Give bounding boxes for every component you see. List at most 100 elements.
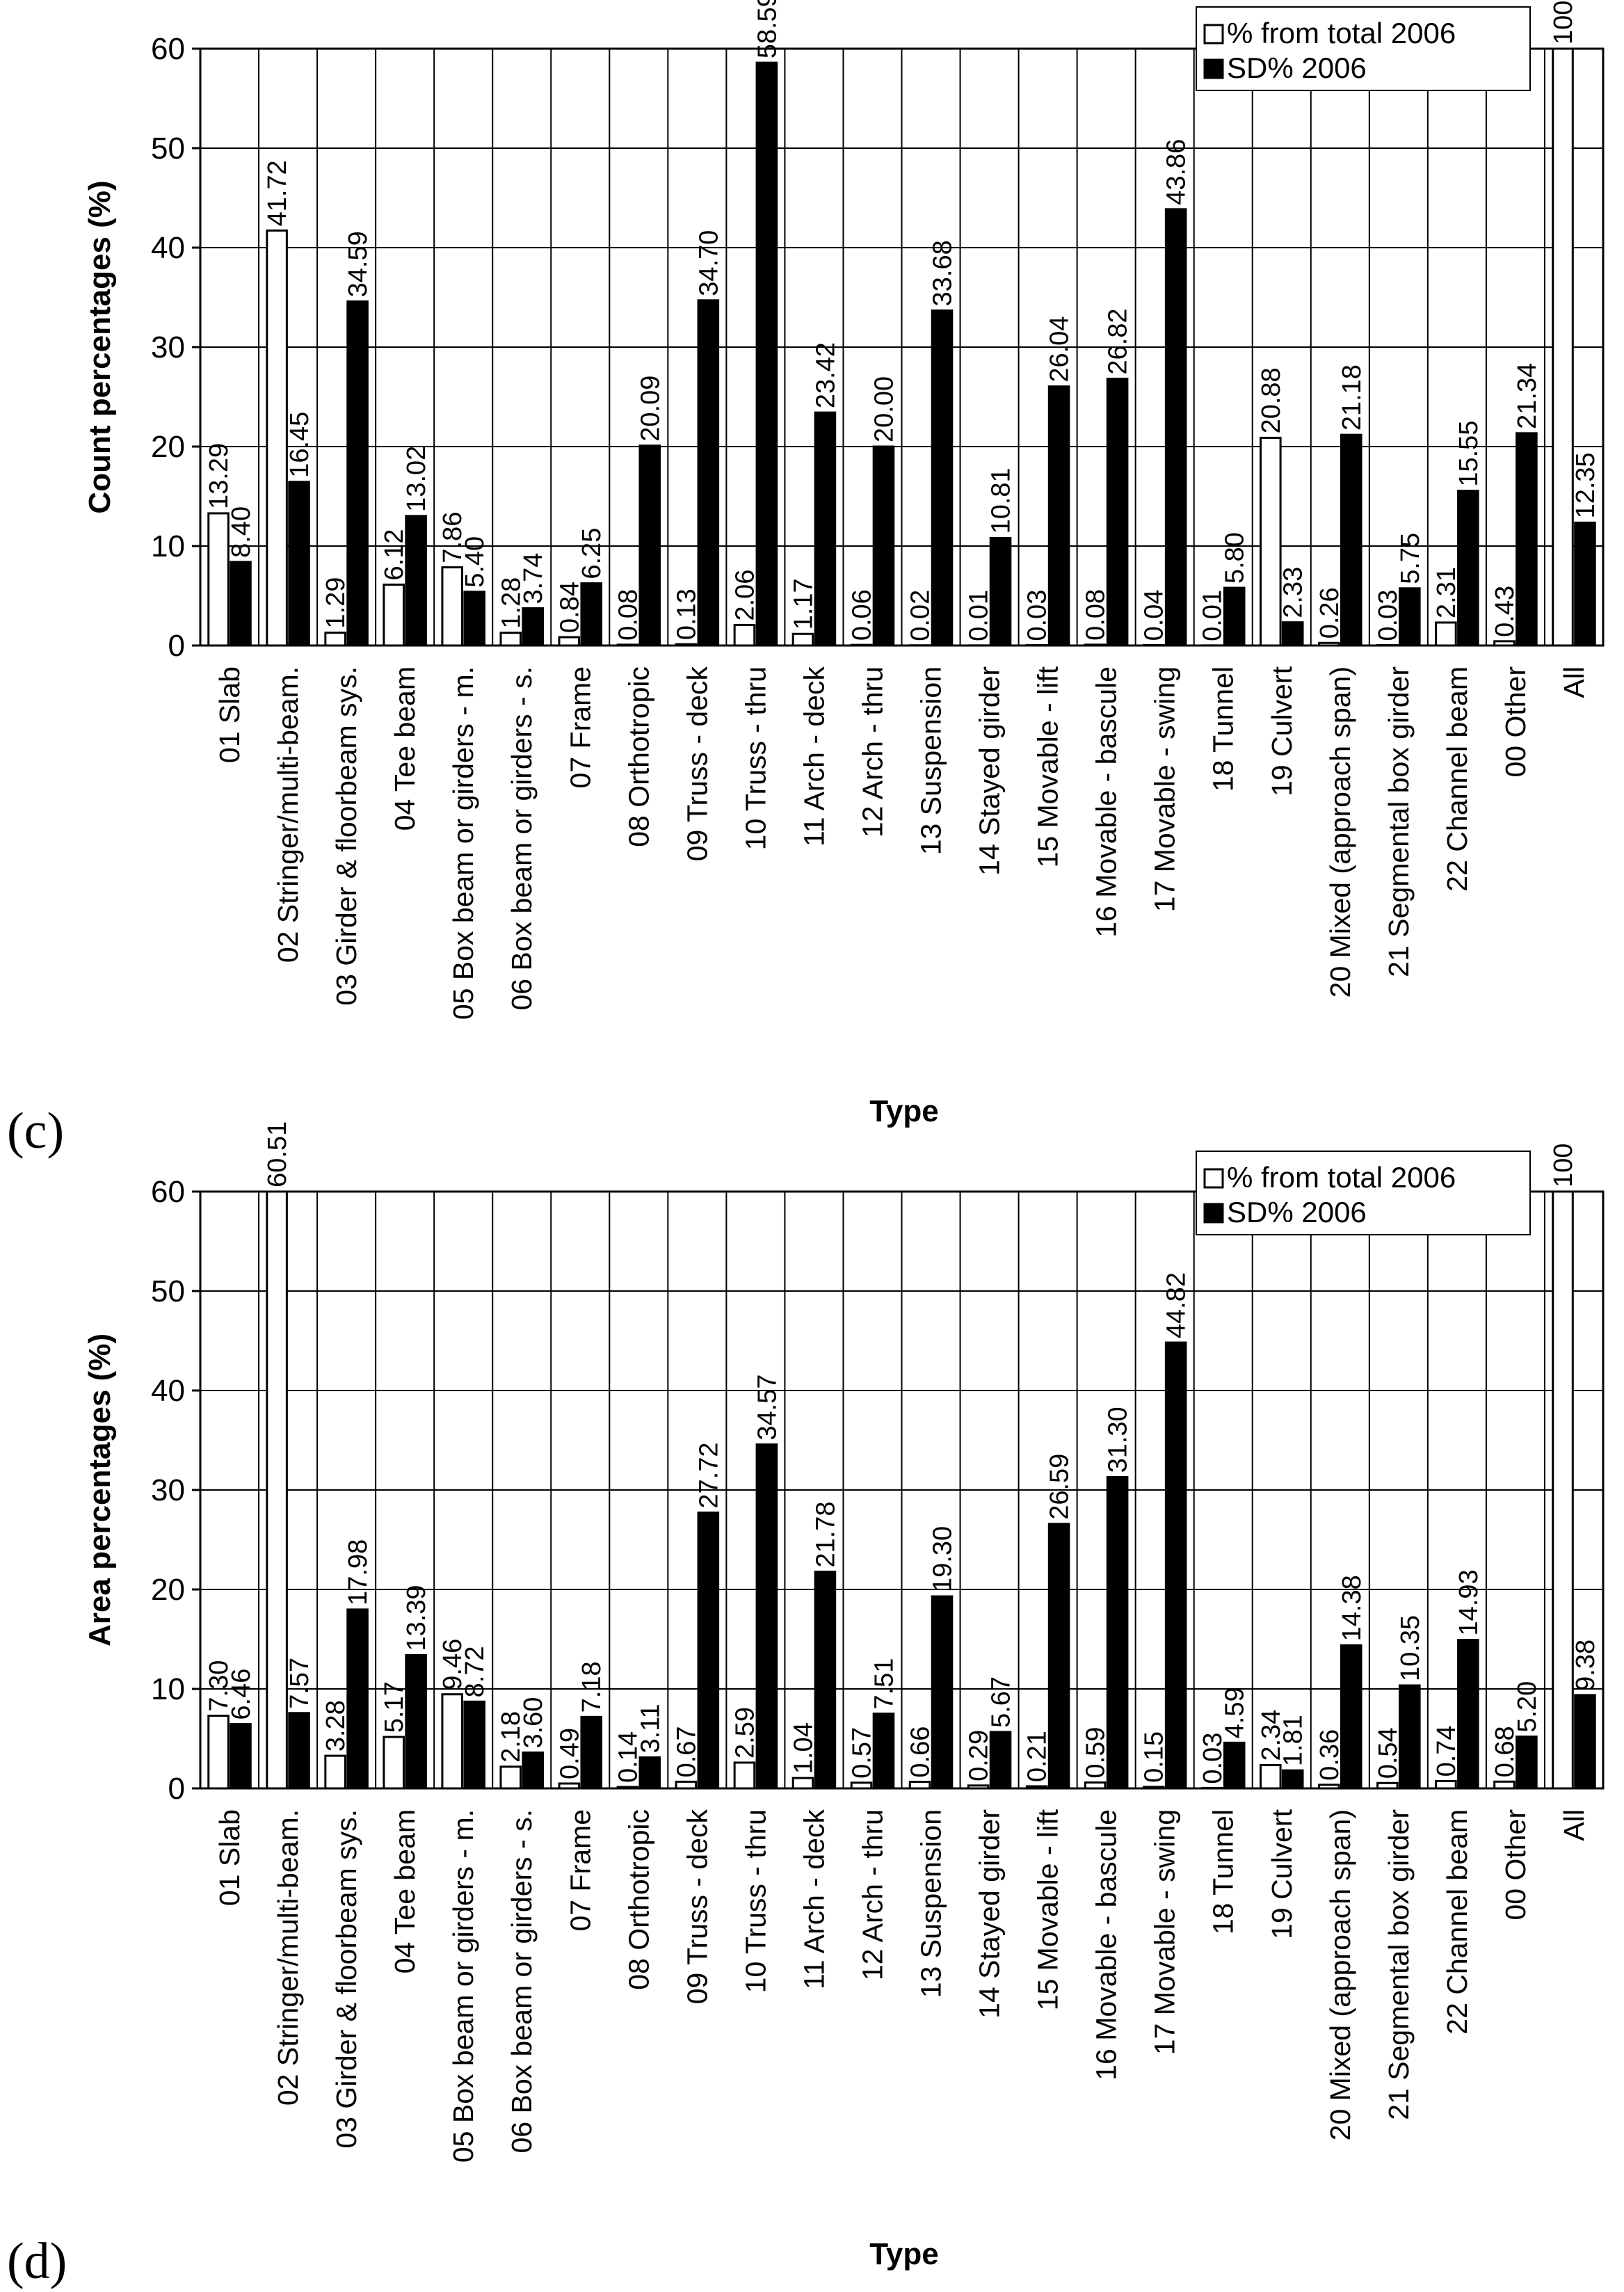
bar-sd-percent xyxy=(288,481,310,647)
bar-sd-percent xyxy=(580,1715,603,1790)
bar-total-share xyxy=(1493,1780,1516,1790)
data-label: 0.03 xyxy=(1198,1733,1228,1784)
data-label: 14.93 xyxy=(1454,1569,1484,1635)
data-label: 0.36 xyxy=(1315,1729,1344,1781)
data-label: 0.57 xyxy=(848,1727,877,1779)
x-category-label: All xyxy=(1558,1809,1590,1841)
x-category-label: 00 Other xyxy=(1500,1809,1531,1921)
bar-total-share xyxy=(1552,47,1574,647)
x-category-label: 12 Arch - thru xyxy=(856,1809,888,1980)
y-tick-label: 0 xyxy=(168,1772,185,1806)
x-category-label: 17 Movable - swing xyxy=(1149,666,1181,912)
x-category-label: 19 Culvert xyxy=(1266,1809,1298,1939)
chart-panel-c: 0 10 20 30 40 50 60 13.29 41.72 1.29 6.12 7.86 1.28 0… xyxy=(7,0,1605,1160)
x-category-label: 18 Tunnel xyxy=(1207,666,1239,792)
x-category-label: 21 Segmental box girder xyxy=(1383,666,1415,977)
y-tick-label: 40 xyxy=(151,231,185,265)
data-label: 0.06 xyxy=(848,589,877,641)
data-label: 20.09 xyxy=(636,376,665,442)
x-category-label: 07 Frame xyxy=(564,1809,596,1931)
data-label: 0.03 xyxy=(1023,590,1052,641)
bar-sd-percent xyxy=(230,561,252,647)
bar-sd-percent xyxy=(697,1512,720,1790)
data-label: 21.18 xyxy=(1337,364,1367,431)
data-label: 0.02 xyxy=(906,590,935,641)
data-label: 2.18 xyxy=(497,1711,526,1763)
bar-sd-percent xyxy=(405,515,427,647)
data-label: 10.81 xyxy=(987,467,1016,534)
bar-sd-percent xyxy=(755,61,778,647)
x-category-label: 05 Box beam or girders - m. xyxy=(447,666,479,1020)
bar-sd-percent xyxy=(697,299,720,647)
legend-swatch-sd xyxy=(1203,1203,1224,1224)
bar-sd-percent xyxy=(1164,1341,1187,1790)
y-axis-title: Count percentages (%) xyxy=(83,180,117,513)
bar-sd-percent xyxy=(522,607,544,647)
x-category-label: 05 Box beam or girders - m. xyxy=(447,1809,479,2163)
x-axis-title: Type xyxy=(869,2237,938,2271)
legend-label: % from total 2006 xyxy=(1227,1161,1456,1194)
data-label: 19.30 xyxy=(928,1526,957,1592)
bar-total-share xyxy=(850,643,873,647)
bar-sd-percent xyxy=(1574,1694,1596,1790)
x-category-label: 07 Frame xyxy=(564,666,596,788)
data-label: 6.12 xyxy=(380,529,409,581)
x-category-label: 22 Channel beam xyxy=(1441,1809,1473,2035)
data-label: 0.43 xyxy=(1490,586,1520,637)
data-label: 17.98 xyxy=(344,1539,373,1605)
bar-sd-percent xyxy=(638,1756,661,1790)
bar-total-share xyxy=(1435,1779,1457,1790)
x-category-label: 08 Orthotropic xyxy=(622,666,654,847)
data-label: 1.04 xyxy=(789,1722,818,1774)
x-category-label: 19 Culvert xyxy=(1266,666,1298,796)
bar-sd-percent xyxy=(230,1723,252,1790)
x-category-label: 08 Orthotropic xyxy=(622,1809,654,1990)
data-label: 2.34 xyxy=(1257,1710,1286,1761)
x-category-label: 11 Arch - deck xyxy=(798,666,830,847)
x-category-label: 04 Tee beam xyxy=(389,666,421,831)
bar-total-share xyxy=(1142,643,1165,647)
data-label: 0.13 xyxy=(672,588,701,640)
bar-total-share xyxy=(1493,640,1516,647)
y-tick-label: 30 xyxy=(151,1473,185,1507)
bar-total-share xyxy=(791,632,814,647)
data-label: 13.02 xyxy=(402,446,431,512)
x-category-label: 14 Stayed girder xyxy=(974,1809,1006,2019)
bar-sd-percent xyxy=(872,1713,895,1790)
data-label: 0.01 xyxy=(965,590,994,641)
data-label: 3.28 xyxy=(321,1700,351,1752)
x-category-label: 00 Other xyxy=(1500,666,1531,778)
data-label: 1.17 xyxy=(789,578,818,630)
data-label: 0.14 xyxy=(613,1731,643,1783)
y-tick-label: 20 xyxy=(151,1573,185,1607)
bar-sd-percent xyxy=(1516,432,1538,647)
bar-total-share xyxy=(1084,1781,1107,1790)
data-label: 7.30 xyxy=(204,1660,234,1712)
y-tick-label: 20 xyxy=(151,430,185,464)
bar-sd-percent xyxy=(872,445,895,647)
bar-total-share xyxy=(441,566,464,647)
data-label: 13.39 xyxy=(402,1585,431,1651)
data-label: 9.46 xyxy=(438,1639,467,1690)
x-category-label: 13 Suspension xyxy=(915,666,947,855)
bar-sd-percent xyxy=(1399,587,1421,647)
bar-total-share xyxy=(733,1761,756,1790)
bar-total-share xyxy=(616,1786,639,1790)
data-label: 0.29 xyxy=(965,1730,994,1781)
bar-total-share xyxy=(675,1780,698,1790)
x-category-label: 22 Channel beam xyxy=(1441,666,1473,892)
legend-box xyxy=(1196,1151,1531,1235)
bar-total-share xyxy=(1552,1190,1574,1790)
bar-total-share xyxy=(1435,621,1457,647)
bar-sd-percent xyxy=(755,1443,778,1790)
bar-total-share xyxy=(266,229,288,647)
data-label: 58.59 xyxy=(753,0,782,58)
panel-label: (d) xyxy=(7,2233,67,2290)
x-category-label: 09 Truss - deck xyxy=(681,1809,713,2005)
data-label: 33.68 xyxy=(928,240,957,306)
x-category-label: 12 Arch - thru xyxy=(856,666,888,838)
data-label: 9.38 xyxy=(1571,1640,1600,1691)
data-label: 0.01 xyxy=(1198,590,1228,641)
data-label: 23.42 xyxy=(811,342,840,408)
